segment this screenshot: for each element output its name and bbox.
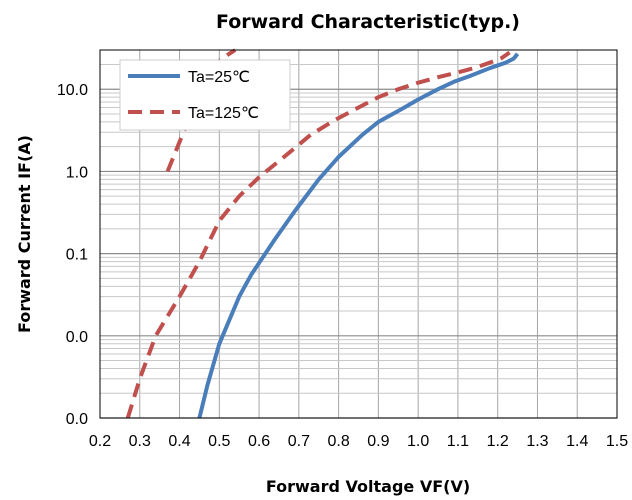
plot-frame xyxy=(99,49,618,419)
chart-title: Forward Characteristic(typ.) xyxy=(216,11,520,33)
legend: Ta=25℃ Ta=125℃ xyxy=(119,59,291,131)
x-tick-label: 0.2 xyxy=(89,433,111,450)
x-tick-label: 1.3 xyxy=(526,433,548,450)
y-tick-label: 0.0 xyxy=(66,329,88,346)
x-tick-label: 1.1 xyxy=(447,433,469,450)
x-tick-labels: 0.2 0.3 0.4 0.5 0.6 0.7 0.8 0.9 1.0 1.1 1.2 1.3 1.4 1… xyxy=(89,433,628,450)
y-tick-labels: 0.0 0.0 0.1 1.0 10.0 xyxy=(57,82,88,428)
x-tick-label: 1.2 xyxy=(487,433,509,450)
x-tick-label: 1.5 xyxy=(606,433,628,450)
y-tick-label: 1.0 xyxy=(66,164,88,181)
series-line-2 xyxy=(165,48,237,173)
series-lines xyxy=(125,48,520,419)
x-tick-label: 0.5 xyxy=(208,433,230,450)
y-tick-label: 10.0 xyxy=(57,82,88,99)
x-tick-label: 0.8 xyxy=(327,433,349,450)
y-tick-label: 0.1 xyxy=(66,247,88,264)
x-tick-label: 0.4 xyxy=(168,433,190,450)
x-tick-label: 1.4 xyxy=(566,433,588,450)
legend-label-ta25: Ta=25℃ xyxy=(188,69,250,86)
y-tick-label: 0.0 xyxy=(66,411,88,428)
x-tick-label: 0.7 xyxy=(288,433,310,450)
x-tick-label: 0.9 xyxy=(367,433,389,450)
x-axis-label: Forward Voltage VF(V) xyxy=(266,477,470,496)
x-tick-label: 0.3 xyxy=(129,433,151,450)
x-tick-label: 1.0 xyxy=(407,433,429,450)
series-line-0 xyxy=(197,52,520,419)
x-tick-label: 0.6 xyxy=(248,433,270,450)
legend-label-ta125: Ta=125℃ xyxy=(188,105,259,122)
y-axis-label: Forward Current IF(A) xyxy=(15,135,34,333)
grid xyxy=(99,49,618,419)
legend-box xyxy=(119,59,291,131)
series-line-1 xyxy=(125,50,511,419)
